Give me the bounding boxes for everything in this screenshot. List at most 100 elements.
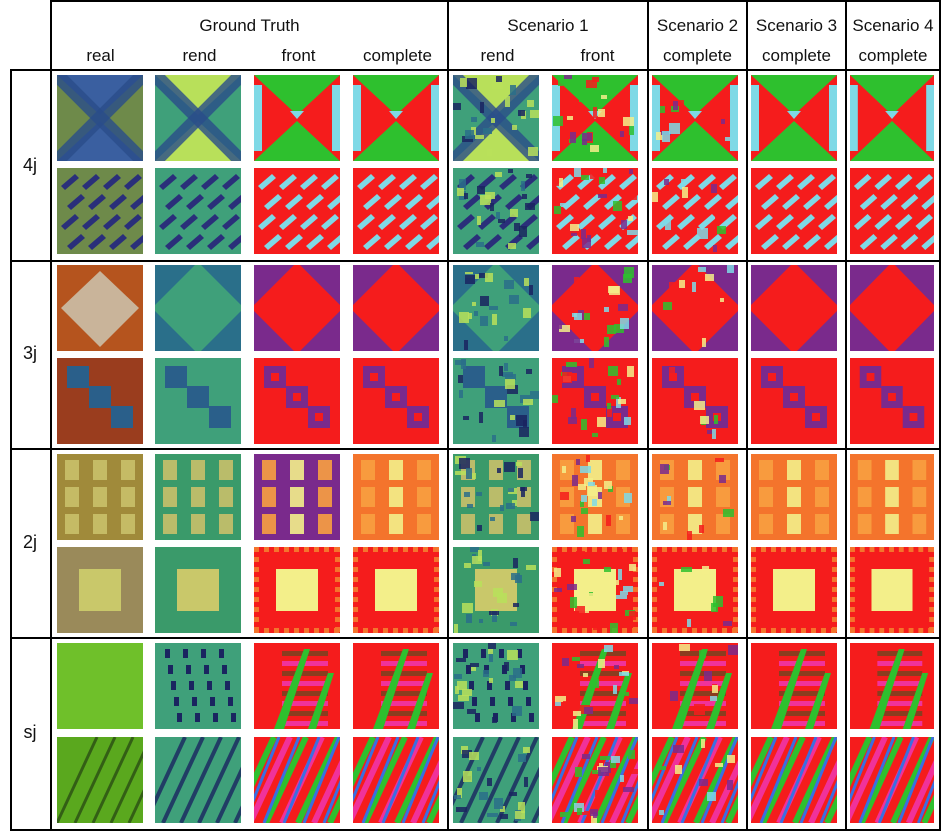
left-border [10, 69, 12, 831]
tile-3j-a-col2-graphic [155, 265, 241, 351]
tile-3j-b-col4-graphic [353, 358, 439, 444]
tile-3j-a-col1-graphic [57, 265, 143, 351]
tile-4j-b-col6-front [552, 168, 638, 254]
tile-2j-a-col9-complete [850, 454, 934, 540]
tile-2j-a-col5-rend [453, 454, 539, 540]
tile-3j-b-col9-complete [850, 358, 934, 444]
tile-sj-a-col2-graphic [155, 643, 241, 729]
tile-2j-b-col8-complete [751, 547, 837, 633]
tile-sj-a-col1-real [57, 643, 143, 729]
s3-divider [845, 0, 847, 831]
tile-sj-a-col7-graphic [652, 643, 738, 729]
header-scenario-2: Scenario 2 [656, 16, 739, 35]
tile-4j-a-col6-graphic [552, 75, 638, 161]
tile-4j-a-col9-graphic [850, 75, 934, 161]
tile-3j-b-col8-complete [751, 358, 837, 444]
tile-sj-b-col1-real [57, 737, 143, 823]
tile-3j-a-col9-complete [850, 265, 934, 351]
tile-4j-a-col7-graphic [652, 75, 738, 161]
tile-sj-b-col9-graphic [850, 737, 934, 823]
row-label-2j: 2j [22, 532, 37, 552]
col-complete: complete [363, 46, 432, 65]
tile-3j-a-col9-graphic [850, 265, 934, 351]
tile-2j-b-col3-graphic [254, 547, 340, 633]
tile-3j-a-col1-real [57, 265, 143, 351]
tile-sj-a-col1-graphic [57, 643, 143, 729]
tile-2j-b-col9-graphic [850, 547, 934, 633]
tile-sj-a-col6-front [552, 643, 638, 729]
group-divider-3j [10, 260, 940, 262]
tile-4j-b-col9-graphic [850, 168, 934, 254]
tile-4j-b-col2-graphic [155, 168, 241, 254]
col-s4-complete: complete [858, 46, 928, 65]
tile-sj-a-col4-graphic [353, 643, 439, 729]
tile-4j-b-col8-graphic [751, 168, 837, 254]
header-scenario-3: Scenario 3 [755, 16, 838, 35]
row-label-3j: 3j [22, 343, 37, 363]
tile-3j-b-col3-graphic [254, 358, 340, 444]
tile-3j-b-col8-graphic [751, 358, 837, 444]
tile-4j-b-col1-graphic [57, 168, 143, 254]
tile-3j-b-col2-rend [155, 358, 241, 444]
tile-sj-b-col2-rend [155, 737, 241, 823]
tile-sj-b-col1-graphic [57, 737, 143, 823]
tile-2j-b-col2-rend [155, 547, 241, 633]
tile-2j-b-col7-complete [652, 547, 738, 633]
tile-2j-b-col2-graphic [155, 547, 241, 633]
tile-3j-a-col4-complete [353, 265, 439, 351]
tile-3j-b-col9-graphic [850, 358, 934, 444]
tile-4j-a-col2-graphic [155, 75, 241, 161]
tile-2j-a-col6-graphic [552, 454, 638, 540]
tile-2j-a-col2-graphic [155, 454, 241, 540]
tile-sj-b-col3-front [254, 737, 340, 823]
tile-3j-a-col5-graphic [453, 265, 539, 351]
group-divider-2j [10, 448, 940, 450]
tile-2j-a-col5-graphic [453, 454, 539, 540]
tile-sj-a-col8-graphic [751, 643, 837, 729]
tile-4j-a-col9-complete [850, 75, 934, 161]
tile-3j-b-col2-graphic [155, 358, 241, 444]
tile-sj-a-col7-complete [652, 643, 738, 729]
right-border [939, 0, 941, 831]
tile-3j-a-col8-graphic [751, 265, 837, 351]
tile-4j-a-col1-graphic [57, 75, 143, 161]
s2-divider [746, 0, 748, 831]
col-real: real [86, 46, 115, 65]
group-divider-sj [10, 637, 940, 639]
label-divider [50, 0, 52, 831]
tile-2j-a-col7-complete [652, 454, 738, 540]
row-label-sj: sj [23, 722, 37, 742]
tile-3j-a-col3-graphic [254, 265, 340, 351]
tile-4j-a-col6-front [552, 75, 638, 161]
tile-sj-a-col4-complete [353, 643, 439, 729]
col-rend: rend [182, 46, 217, 65]
tile-4j-b-col7-complete [652, 168, 738, 254]
tile-4j-b-col8-complete [751, 168, 837, 254]
tile-2j-b-col7-graphic [652, 547, 738, 633]
tile-2j-b-col6-front [552, 547, 638, 633]
tile-sj-b-col8-complete [751, 737, 837, 823]
tile-2j-b-col4-complete [353, 547, 439, 633]
tile-4j-a-col5-graphic [453, 75, 539, 161]
tile-2j-b-col5-graphic [453, 547, 539, 633]
tile-2j-b-col8-graphic [751, 547, 837, 633]
tile-2j-b-col1-real [57, 547, 143, 633]
tile-4j-a-col2-rend [155, 75, 241, 161]
tile-4j-b-col3-front [254, 168, 340, 254]
tile-4j-a-col4-complete [353, 75, 439, 161]
tile-sj-b-col4-complete [353, 737, 439, 823]
col-s1-rend: rend [480, 46, 515, 65]
tile-4j-b-col5-rend [453, 168, 539, 254]
tile-4j-b-col5-graphic [453, 168, 539, 254]
tile-sj-b-col5-graphic [453, 737, 539, 823]
tile-2j-a-col7-graphic [652, 454, 738, 540]
tile-sj-b-col8-graphic [751, 737, 837, 823]
tile-4j-a-col4-graphic [353, 75, 439, 161]
tile-4j-b-col9-complete [850, 168, 934, 254]
tile-3j-a-col4-graphic [353, 265, 439, 351]
tile-sj-b-col6-front [552, 737, 638, 823]
tile-sj-b-col9-complete [850, 737, 934, 823]
tile-2j-a-col3-front [254, 454, 340, 540]
tile-3j-b-col1-real [57, 358, 143, 444]
